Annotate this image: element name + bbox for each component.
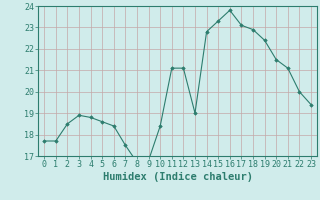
X-axis label: Humidex (Indice chaleur): Humidex (Indice chaleur)	[103, 172, 252, 182]
